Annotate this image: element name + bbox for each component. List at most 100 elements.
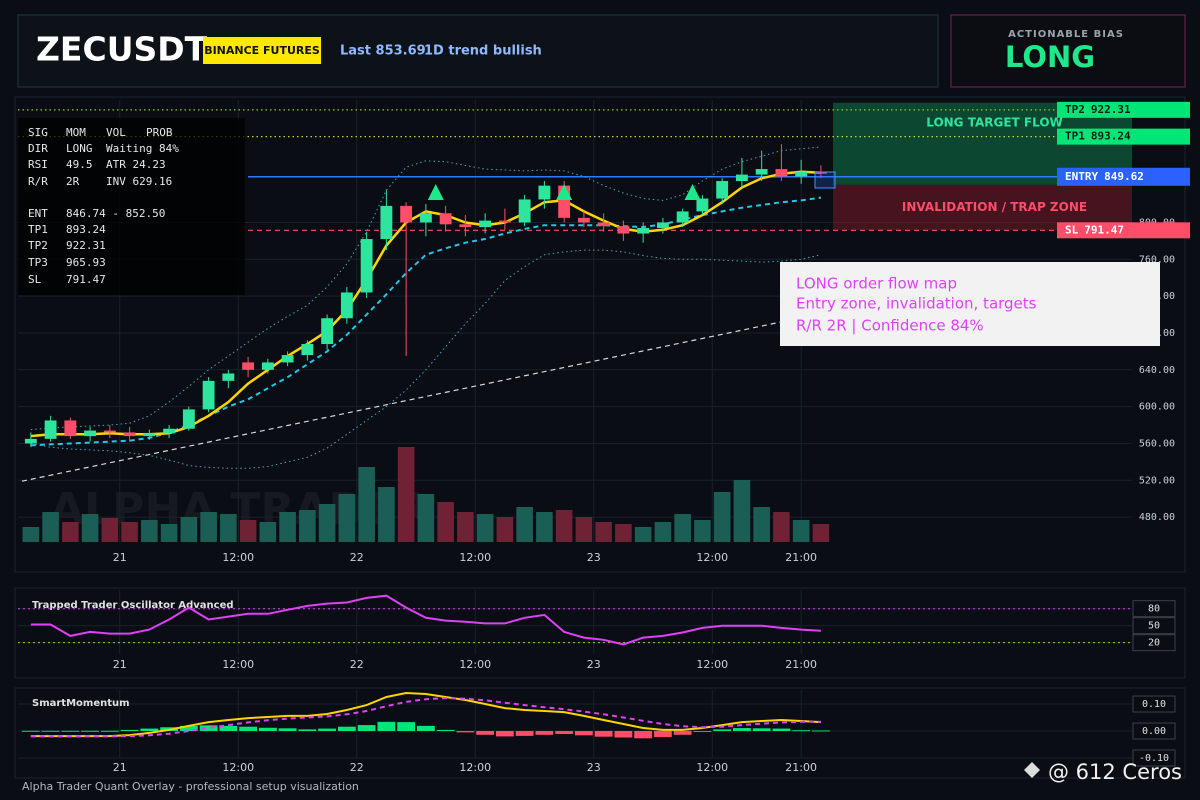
panel-title: SmartMomentum	[32, 698, 130, 709]
volume-bar	[733, 480, 751, 542]
histogram-bar	[733, 728, 751, 732]
histogram-bar	[515, 731, 534, 736]
level-label: SL 791.47	[1065, 223, 1124, 236]
candle-body	[182, 409, 195, 429]
volume-bar	[516, 507, 533, 542]
exchange-badge	[203, 37, 321, 64]
main-panel	[14, 96, 1186, 573]
volume-bar	[536, 512, 553, 542]
level-value: 791.47	[1084, 223, 1124, 236]
volume-bar	[378, 487, 395, 542]
histogram-bar	[792, 730, 811, 732]
x-tick-label: 21	[113, 658, 127, 671]
histogram-bar	[812, 730, 830, 732]
histogram-bar	[81, 730, 99, 732]
candle-body	[222, 373, 235, 381]
level-name: ENTRY	[1065, 170, 1098, 183]
candle-body	[814, 171, 827, 174]
histogram-bar	[436, 729, 455, 732]
candle-body	[676, 211, 689, 223]
histogram-bar	[594, 731, 613, 737]
histogram-bar	[495, 731, 514, 737]
histogram-bar	[575, 731, 593, 736]
stats-cell: ATR 24.23	[106, 158, 166, 171]
candle-body	[479, 220, 492, 228]
stats-cell: 2R	[66, 175, 80, 188]
stats-cell: SL	[28, 273, 42, 286]
y-tick-label: 480.00	[1139, 512, 1175, 523]
volume-bar	[792, 520, 810, 542]
stats-cell: 846.74 - 852.50	[66, 207, 165, 220]
x-tick-label: 12:00	[459, 551, 491, 564]
y-tick-box	[1132, 617, 1176, 635]
histogram-bar	[140, 728, 159, 732]
x-tick-label: 12:00	[696, 658, 728, 671]
candle-body	[518, 199, 531, 223]
stats-cell: 922.31	[66, 239, 106, 252]
volume-bar	[141, 520, 158, 542]
symbol: ZECUSDT	[36, 30, 208, 69]
candle-body	[340, 292, 353, 319]
candle-body	[44, 420, 57, 439]
histogram-bar	[634, 731, 653, 739]
signal-marker	[427, 184, 444, 201]
annotation-line: Entry zone, invalidation, targets	[796, 295, 1037, 313]
y-tick-label: 50	[1148, 621, 1160, 632]
x-tick-label: 23	[587, 658, 601, 671]
histogram-bar	[535, 731, 554, 735]
volume-bar	[318, 504, 336, 542]
candle-body	[103, 430, 116, 433]
volume-bar	[496, 517, 514, 542]
y-tick-box	[1132, 634, 1176, 652]
annotation-line: LONG order flow map	[796, 275, 957, 293]
level-value: 893.24	[1091, 130, 1131, 143]
line	[30, 249, 822, 469]
candle-body	[400, 205, 413, 223]
histogram-bar	[772, 728, 791, 732]
histogram-bar	[337, 726, 356, 732]
x-tick-label: 12:00	[459, 761, 491, 774]
candle-body	[301, 344, 314, 356]
credit-icon	[1024, 762, 1040, 778]
annotation-box	[780, 262, 1160, 346]
histogram-bar	[456, 731, 475, 733]
line	[30, 146, 821, 431]
footer: Alpha Trader Quant Overlay - professiona…	[22, 780, 359, 793]
volume-bar	[417, 494, 435, 542]
stats-cell: TP2	[28, 239, 48, 252]
y-tick-label: 520.00	[1139, 475, 1175, 486]
stats-cell: VOL	[106, 126, 126, 139]
y-tick-label: -0.10	[1139, 753, 1169, 764]
candle-body	[498, 220, 511, 223]
volume-bar	[634, 527, 652, 542]
volume-bar	[654, 522, 672, 542]
y-tick-box	[1132, 749, 1176, 767]
candle-body	[360, 239, 373, 293]
stats-cell: PROB	[146, 126, 173, 139]
stats-table: SIG MOM VOL PROB DIR LONG Waiting 84% RSI 49.5 AT…	[28, 126, 179, 286]
x-tick-label: 12:00	[696, 551, 728, 564]
x-tick-label: 22	[350, 551, 364, 564]
stats-cell: MOM	[66, 126, 86, 139]
x-tick-label: 22	[350, 761, 364, 774]
candle-body	[637, 227, 650, 234]
level-name: TP2	[1065, 103, 1085, 116]
line	[30, 196, 822, 447]
histogram-bar	[614, 731, 633, 738]
histogram-bar	[120, 729, 139, 732]
x-tick-label: 21:00	[785, 761, 817, 774]
volume-bar	[220, 514, 237, 542]
y-tick-label: 20	[1148, 638, 1160, 649]
last-price: Last 853.69	[340, 44, 426, 59]
histogram-bar	[199, 725, 218, 732]
x-tick-label: 21:00	[785, 658, 817, 671]
y-tick-box	[1132, 600, 1176, 618]
y-tick-label: 600.00	[1139, 402, 1175, 413]
x-tick-label: 21:00	[785, 551, 817, 564]
volume-bar	[62, 522, 79, 542]
level-label: TP2 922.31	[1065, 103, 1131, 116]
stats-cell: DIR	[28, 142, 48, 155]
credit: @ 612 Ceros	[1048, 760, 1182, 784]
volume-bar	[555, 510, 573, 542]
oscillator-panel	[14, 587, 1186, 679]
